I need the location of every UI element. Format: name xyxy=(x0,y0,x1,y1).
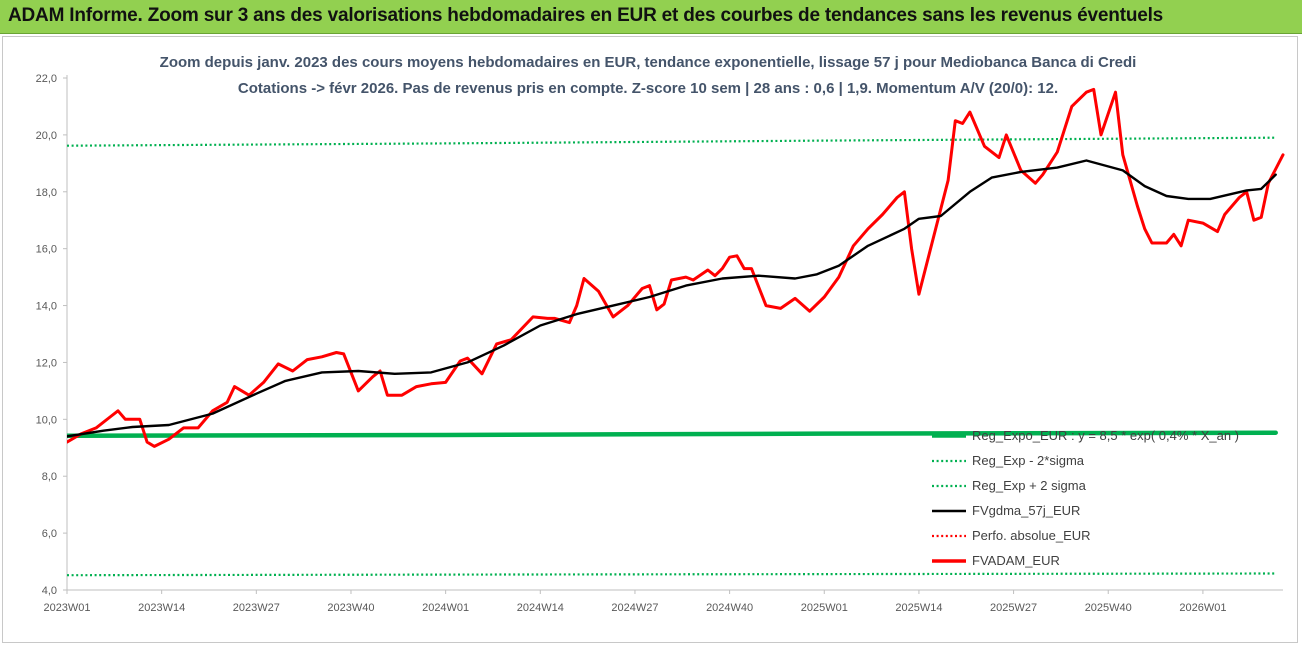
y-tick-label: 14,0 xyxy=(36,301,57,313)
chart-title-line-2: Cotations -> févr 2026. Pas de revenus p… xyxy=(238,80,1058,97)
series-line-5 xyxy=(67,87,1285,448)
x-tick-label: 2023W40 xyxy=(327,602,374,614)
x-tick-label: 2023W01 xyxy=(43,602,90,614)
chart-title: Zoom depuis janv. 2023 des cours moyens … xyxy=(160,54,1137,97)
legend-label: Perfo. absolue_EUR xyxy=(972,528,1091,543)
chart-frame xyxy=(2,36,1298,643)
x-tick-label: 2025W40 xyxy=(1085,602,1132,614)
chart-title-line-1: Zoom depuis janv. 2023 des cours moyens … xyxy=(160,54,1137,71)
legend-label: Reg_Exp - 2*sigma xyxy=(972,453,1085,468)
series-line-1 xyxy=(67,572,1276,577)
legend-label: Reg_Expo_EUR : y = 8,5 * exp( 0,4% * X_a… xyxy=(972,428,1239,443)
y-tick-label: 8,0 xyxy=(42,471,57,483)
y-tick-label: 20,0 xyxy=(36,130,57,142)
chart-series xyxy=(67,87,1285,577)
report-banner: ADAM Informe. Zoom sur 3 ans des valoris… xyxy=(0,0,1302,34)
chart-axes: 4,0 6,0 8,0 10,0 12,0 14,0 16,0 18,0 20,0 22,0 202… xyxy=(36,73,1283,614)
legend-label: FVgdma_57j_EUR xyxy=(972,503,1080,518)
report-title: ADAM Informe. Zoom sur 3 ans des valoris… xyxy=(8,5,1164,26)
x-tick-label: 2025W27 xyxy=(990,602,1037,614)
legend-label: Reg_Exp + 2 sigma xyxy=(972,478,1087,493)
x-tick-label: 2023W14 xyxy=(138,602,185,614)
y-tick-label: 18,0 xyxy=(36,187,57,199)
series-line-2 xyxy=(67,136,1276,147)
y-tick-label: 6,0 xyxy=(42,528,57,540)
y-tick-label: 10,0 xyxy=(36,414,57,426)
x-tick-label: 2024W40 xyxy=(706,602,753,614)
y-tick-label: 22,0 xyxy=(36,73,57,85)
legend-label: FVADAM_EUR xyxy=(972,553,1060,568)
series-line-0 xyxy=(67,430,1278,439)
x-tick-label: 2024W01 xyxy=(422,602,469,614)
chart-legend: Reg_Expo_EUR : y = 8,5 * exp( 0,4% * X_a… xyxy=(932,428,1239,568)
y-tick-label: 4,0 xyxy=(42,585,57,597)
x-tick-label: 2024W14 xyxy=(517,602,564,614)
x-tick-label: 2024W27 xyxy=(611,602,658,614)
y-tick-label: 12,0 xyxy=(36,357,57,369)
series-line-3 xyxy=(67,159,1277,438)
y-tick-label: 16,0 xyxy=(36,244,57,256)
x-tick-label: 2025W01 xyxy=(801,602,848,614)
x-tick-label: 2023W27 xyxy=(233,602,280,614)
x-tick-label: 2025W14 xyxy=(895,602,942,614)
x-tick-label: 2026W01 xyxy=(1179,602,1226,614)
